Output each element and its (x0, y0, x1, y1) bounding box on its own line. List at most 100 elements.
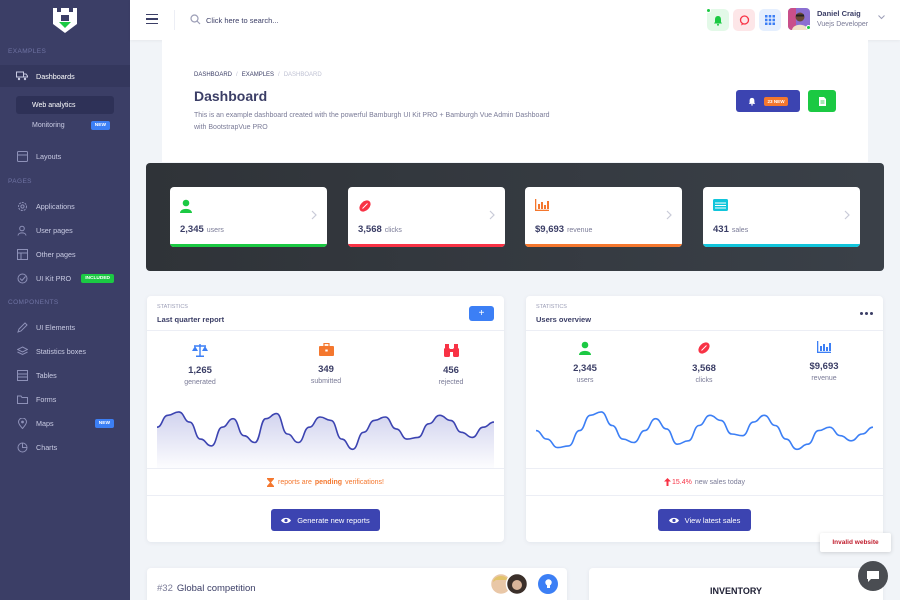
metric-rejected: 456 rejected (406, 343, 496, 386)
sales-percent: 15.4% (671, 478, 692, 486)
logo[interactable] (0, 0, 130, 40)
header-divider (174, 10, 175, 30)
invalid-website-notice[interactable]: Invalid website (820, 533, 891, 552)
document-button[interactable] (808, 90, 836, 112)
user-icon (16, 224, 28, 236)
page-title-block: Dashboard / Examples / Dashboard Dashboa… (162, 40, 868, 162)
breadcrumb-item[interactable]: Dashboard (194, 72, 233, 78)
top-header: Daniel Craig Vuejs Developer (130, 0, 900, 40)
list-icon (713, 199, 728, 211)
sidebar-subitem-monitoring[interactable]: Monitoring New (16, 116, 114, 134)
avatar-stack[interactable] (490, 573, 530, 595)
more-options-icon[interactable] (859, 306, 873, 320)
notifications-button[interactable] (707, 9, 729, 31)
sidebar-item-statistics-boxes[interactable]: Statistics boxes (0, 340, 130, 362)
sidebar-item-label: Charts (36, 442, 58, 452)
inventory-title: INVENTORY (709, 586, 762, 596)
sidebar-section-components: Components (8, 299, 59, 306)
sidebar-item-forms[interactable]: Forms (0, 388, 130, 410)
note-text: new sales today (694, 478, 746, 486)
plus-icon: + (478, 308, 485, 319)
sidebar-subitem-label: Web analytics (32, 101, 76, 109)
view-latest-sales-button[interactable]: View latest sales (658, 509, 751, 531)
stat-accent-bar (525, 244, 682, 247)
global-competition-card: #32 Global competition (147, 568, 567, 600)
metric-value: $9,693 (809, 361, 839, 372)
notifications-new-button[interactable]: 23 NEW (736, 90, 800, 112)
stat-label: clicks (384, 227, 402, 234)
stat-value: 431 sales (713, 224, 749, 235)
card-title: Last quarter report (157, 315, 225, 324)
breadcrumb-separator: / (236, 72, 238, 78)
arrow-up-icon (663, 478, 671, 486)
pie-icon (16, 441, 28, 453)
sidebar-item-ui-elements[interactable]: UI Elements (0, 316, 130, 338)
metric-users: 2,345 users (540, 341, 630, 384)
new-badge: New (90, 120, 110, 130)
metric-value: 3,568 (692, 363, 716, 374)
hourglass-icon (267, 477, 274, 487)
stat-value: 2,345 users (180, 224, 224, 235)
target-icon (16, 272, 28, 284)
pencil-icon (16, 321, 28, 333)
bell-icon (749, 97, 756, 106)
breadcrumb-item[interactable]: Examples (241, 72, 275, 78)
note-text: reports are (278, 478, 312, 486)
card-subtitle: Statistics (536, 304, 567, 310)
breadcrumb-separator: / (278, 72, 280, 78)
apps-button[interactable] (759, 9, 781, 31)
lightbulb-icon (544, 579, 552, 588)
stat-label: sales (731, 227, 749, 234)
avatar-image (788, 8, 810, 30)
metric-label: revenue (811, 375, 837, 382)
sidebar-item-maps[interactable]: Maps New (0, 412, 130, 434)
sidebar-item-label: Layouts (36, 151, 62, 161)
stat-label: revenue (567, 227, 593, 234)
chevron-right-icon (311, 210, 317, 220)
sidebar-item-layouts[interactable]: Layouts (0, 145, 130, 167)
generate-reports-button[interactable]: Generate new reports (271, 509, 380, 531)
binoculars-icon (443, 344, 459, 357)
sidebar-item-user-pages[interactable]: User pages (0, 219, 130, 241)
metric-label: generated (184, 379, 216, 386)
stat-card-revenue[interactable]: $9,693 revenue (525, 187, 682, 247)
metric-label: users (576, 377, 594, 384)
sidebar-item-label: Forms (36, 394, 57, 404)
sidebar-item-dashboards[interactable]: Dashboards (0, 65, 130, 87)
chevron-right-icon (844, 210, 850, 220)
chat-launcher-button[interactable] (858, 561, 888, 591)
card-header: Statistics Users overview (526, 296, 883, 331)
sidebar-item-charts[interactable]: Charts (0, 436, 130, 458)
new-count-badge: 23 NEW (764, 96, 788, 106)
new-badge: New (94, 418, 114, 428)
metric-label: rejected (438, 379, 464, 386)
sidebar-item-ui-kit-pro[interactable]: UI Kit PRO Included (0, 267, 130, 289)
sidebar-item-tables[interactable]: Tables (0, 364, 130, 386)
sidebar-subitem-web-analytics[interactable]: Web analytics (16, 96, 114, 114)
stat-card-users[interactable]: 2,345 users (170, 187, 327, 247)
briefcase-icon (318, 343, 334, 356)
chevron-down-icon[interactable] (878, 15, 885, 20)
apps-grid-icon (765, 15, 775, 25)
metric-value: 456 (443, 365, 459, 376)
stat-card-sales[interactable]: 431 sales (703, 187, 860, 247)
user-role: Vuejs Developer (817, 21, 869, 28)
stat-accent-bar (170, 244, 327, 247)
sidebar-item-applications[interactable]: Applications (0, 195, 130, 217)
breadcrumb: Dashboard / Examples / Dashboard (194, 72, 322, 78)
menu-toggle-icon[interactable] (146, 14, 158, 25)
messages-button[interactable] (733, 9, 755, 31)
sidebar-subitem-label: Monitoring (32, 121, 65, 129)
sidebar-item-other-pages[interactable]: Other pages (0, 243, 130, 265)
sidebar-section-pages: Pages (8, 178, 32, 185)
user-name[interactable]: Daniel Craig (817, 9, 861, 18)
stat-card-clicks[interactable]: 3,568 clicks (348, 187, 505, 247)
chevron-right-icon (489, 210, 495, 220)
stat-accent-bar (703, 244, 860, 247)
truck-icon (16, 70, 28, 82)
lightbulb-button[interactable] (538, 574, 558, 594)
search-input[interactable] (206, 12, 406, 28)
report-area-chart (156, 411, 495, 468)
avatar[interactable] (788, 8, 810, 30)
add-button[interactable]: + (469, 306, 494, 321)
